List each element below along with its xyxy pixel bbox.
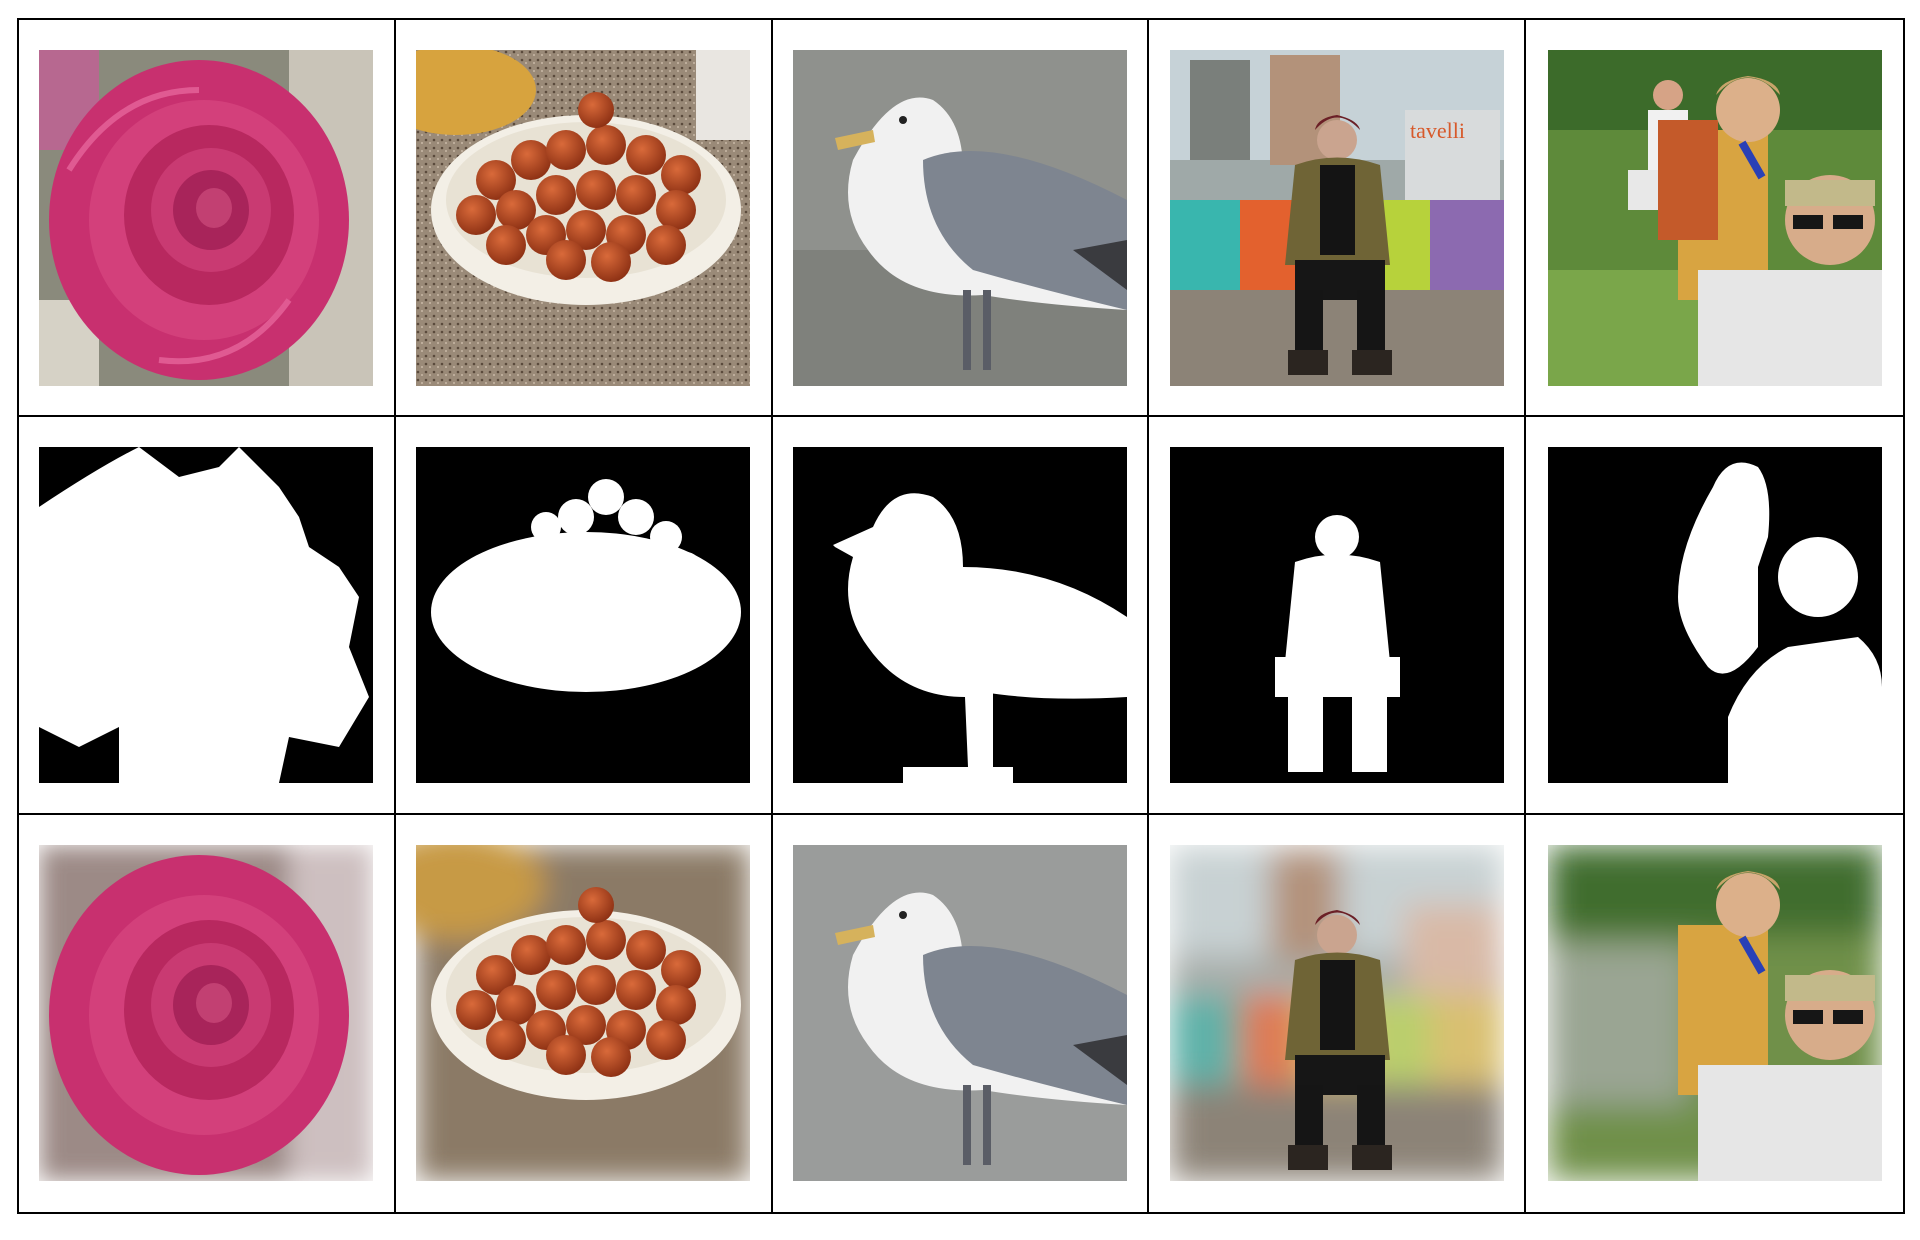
hikers-photo [1548,50,1882,386]
woman-blurred [1170,845,1504,1181]
cell-r1-hikers [1526,20,1903,417]
cell-r3-tomatoes-blur [396,815,773,1212]
cell-r2-rose-mask [19,417,396,814]
cell-r3-woman-blur [1149,815,1526,1212]
woman-photo: tavelli [1170,50,1504,386]
gull-mask [793,447,1127,783]
cell-r3-gull-blur [773,815,1150,1212]
tomatoes-photo [416,50,750,386]
rose-blurred [39,845,373,1181]
gull-photo [793,50,1127,386]
tavelli-sign: tavelli [1410,118,1465,143]
woman-mask [1170,447,1504,783]
cell-r1-woman: tavelli [1149,20,1526,417]
cell-r2-gull-mask [773,417,1150,814]
tomatoes-blurred [416,845,750,1181]
tomatoes-mask [416,447,750,783]
rose-mask [39,447,373,783]
gull-blurred [793,845,1127,1181]
cell-r2-woman-mask [1149,417,1526,814]
cell-r1-tomatoes [396,20,773,417]
cell-r3-hikers-blur [1526,815,1903,1212]
hikers-blurred [1548,845,1882,1181]
cell-r2-tomatoes-mask [396,417,773,814]
cell-r1-rose [19,20,396,417]
cell-r3-rose-blur [19,815,396,1212]
image-grid: tavelli [17,18,1905,1214]
hikers-mask [1548,447,1882,783]
cell-r2-hikers-mask [1526,417,1903,814]
rose-photo [39,50,373,386]
cell-r1-gull [773,20,1150,417]
